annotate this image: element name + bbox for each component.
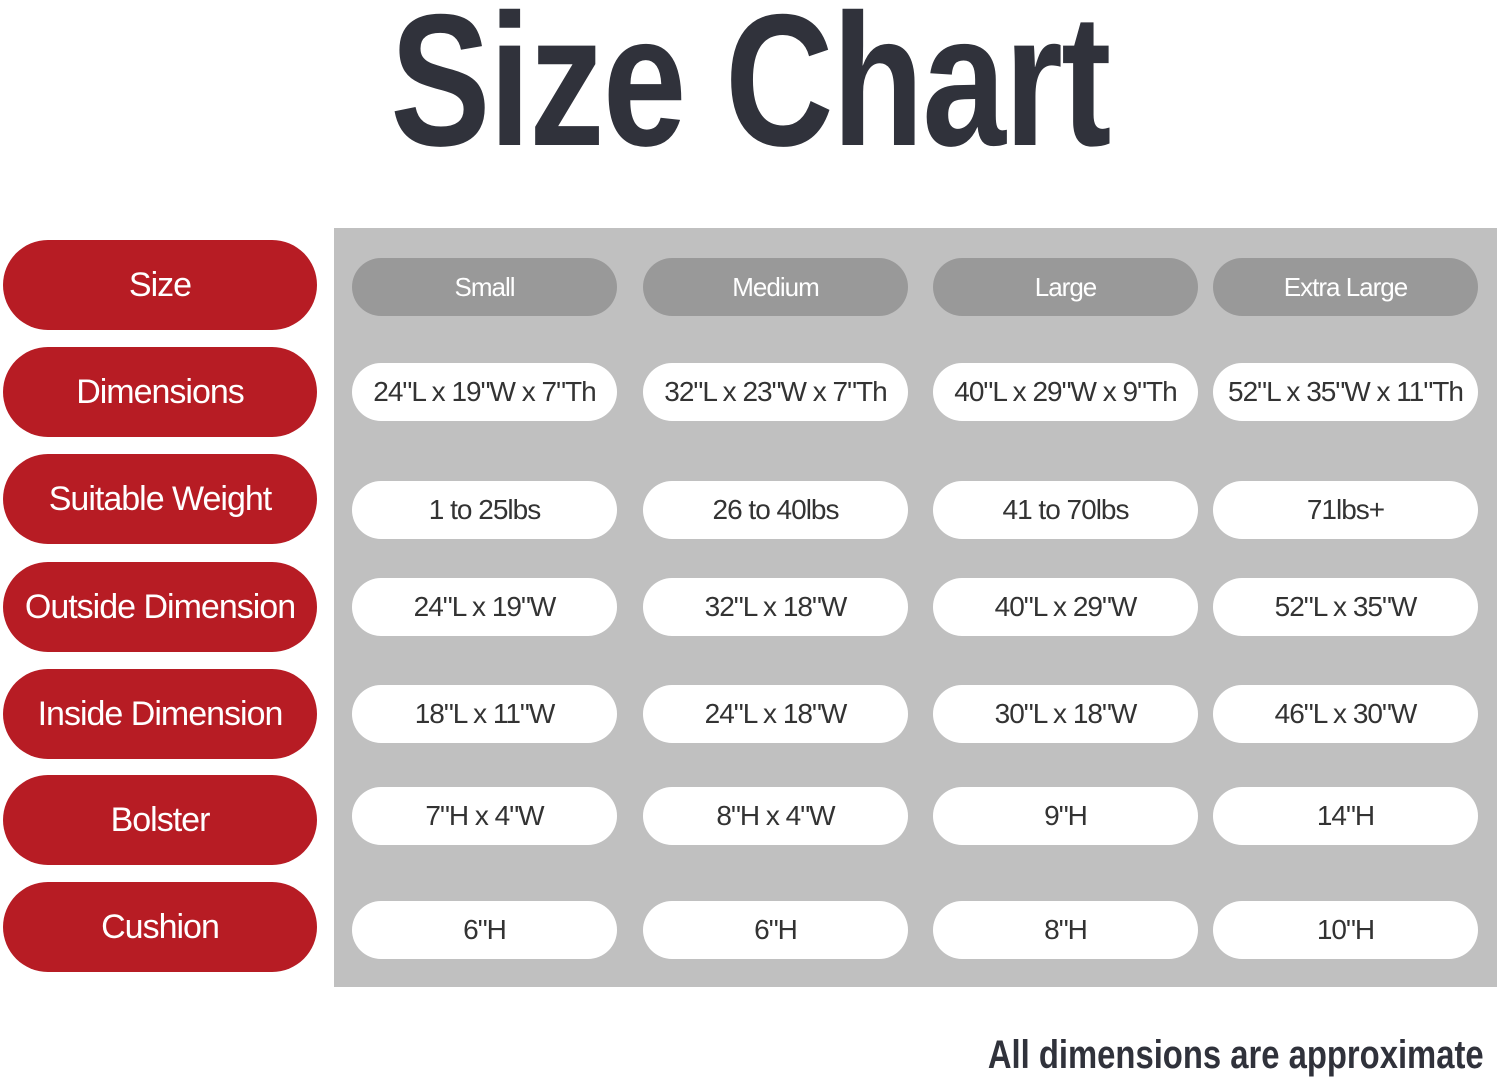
table-cell: 24"L x 18"W xyxy=(643,685,908,743)
table-cell: 32"L x 18"W xyxy=(643,578,908,636)
table-cell: 52"L x 35"W x 11"Th xyxy=(1213,363,1478,421)
table-cell: 8"H xyxy=(933,901,1198,959)
size-header: Large xyxy=(933,258,1198,316)
table-cell: 71lbs+ xyxy=(1213,481,1478,539)
size-header: Medium xyxy=(643,258,908,316)
size-header: Extra Large xyxy=(1213,258,1478,316)
row-label: Outside Dimension xyxy=(3,562,317,652)
table-cell: 8"H x 4"W xyxy=(643,787,908,845)
row-label: Size xyxy=(3,240,317,330)
footnote: All dimensions are approximate xyxy=(988,1033,1484,1077)
row-label: Dimensions xyxy=(3,347,317,437)
table-cell: 24"L x 19"W x 7"Th xyxy=(352,363,617,421)
table-cell: 6"H xyxy=(352,901,617,959)
row-label: Cushion xyxy=(3,882,317,972)
table-cell: 52"L x 35"W xyxy=(1213,578,1478,636)
table-cell: 1 to 25lbs xyxy=(352,481,617,539)
size-header: Small xyxy=(352,258,617,316)
table-cell: 40"L x 29"W xyxy=(933,578,1198,636)
row-label: Bolster xyxy=(3,775,317,865)
table-cell: 40"L x 29"W x 9"Th xyxy=(933,363,1198,421)
row-label: Inside Dimension xyxy=(3,669,317,759)
table-cell: 7"H x 4"W xyxy=(352,787,617,845)
table-cell: 18"L x 11"W xyxy=(352,685,617,743)
table-cell: 32"L x 23"W x 7"Th xyxy=(643,363,908,421)
table-cell: 9"H xyxy=(933,787,1198,845)
table-cell: 10"H xyxy=(1213,901,1478,959)
page-title: Size Chart xyxy=(390,0,1111,185)
table-cell: 30"L x 18"W xyxy=(933,685,1198,743)
row-label: Suitable Weight xyxy=(3,454,317,544)
table-cell: 46"L x 30"W xyxy=(1213,685,1478,743)
table-cell: 6"H xyxy=(643,901,908,959)
table-cell: 41 to 70lbs xyxy=(933,481,1198,539)
table-cell: 14"H xyxy=(1213,787,1478,845)
table-cell: 24"L x 19"W xyxy=(352,578,617,636)
table-cell: 26 to 40lbs xyxy=(643,481,908,539)
